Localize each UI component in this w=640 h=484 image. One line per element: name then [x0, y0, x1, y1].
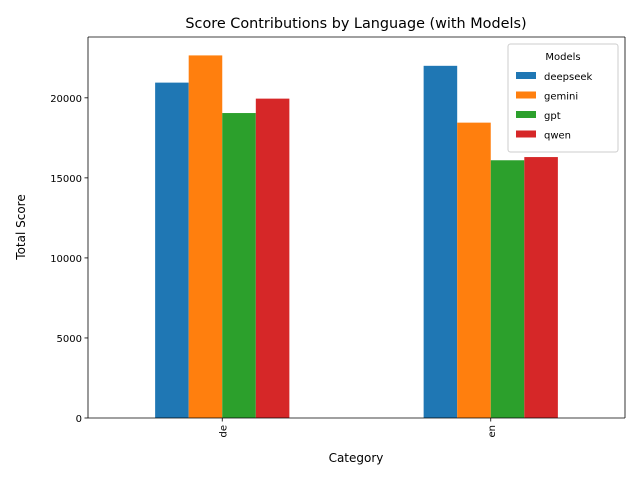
- y-tick-label: 0: [76, 414, 82, 425]
- legend-swatch-gemini: [516, 91, 536, 99]
- chart-title: Score Contributions by Language (with Mo…: [185, 16, 526, 32]
- bar-gemini-de: [188, 55, 223, 418]
- y-tick-label: 5000: [57, 334, 82, 345]
- bar-qwen-de: [255, 98, 290, 418]
- bar-gpt-de: [222, 113, 256, 418]
- legend-label-gemini: gemini: [544, 92, 578, 103]
- x-tick-label-en: en: [487, 425, 498, 438]
- x-axis-label: Category: [329, 451, 384, 465]
- axes-group: 0 5000 10000 15000 20000 de en: [50, 36, 626, 438]
- legend-swatch-deepseek: [516, 72, 536, 79]
- legend-swatch-gpt: [516, 111, 536, 118]
- legend-title: Models: [545, 52, 580, 63]
- bars-group: [155, 55, 558, 419]
- legend: Models deepseek gemini gpt qwen: [507, 43, 619, 153]
- legend-label-qwen: qwen: [544, 131, 571, 142]
- bar-qwen-en: [524, 157, 558, 418]
- y-tick-label: 20000: [50, 94, 82, 105]
- bar-gemini-en: [457, 122, 491, 418]
- y-tick-label: 15000: [50, 174, 82, 185]
- legend-label-deepseek: deepseek: [544, 72, 593, 83]
- bar-deepseek-de: [155, 82, 189, 419]
- y-tick-label: 10000: [50, 254, 82, 265]
- y-axis-label: Total Score: [14, 194, 28, 260]
- legend-label-gpt: gpt: [544, 111, 561, 122]
- bar-deepseek-en: [423, 65, 458, 418]
- legend-box: [507, 43, 619, 153]
- bar-gpt-en: [490, 160, 525, 418]
- legend-swatch-qwen: [516, 130, 536, 138]
- x-tick-label-de: de: [218, 425, 229, 438]
